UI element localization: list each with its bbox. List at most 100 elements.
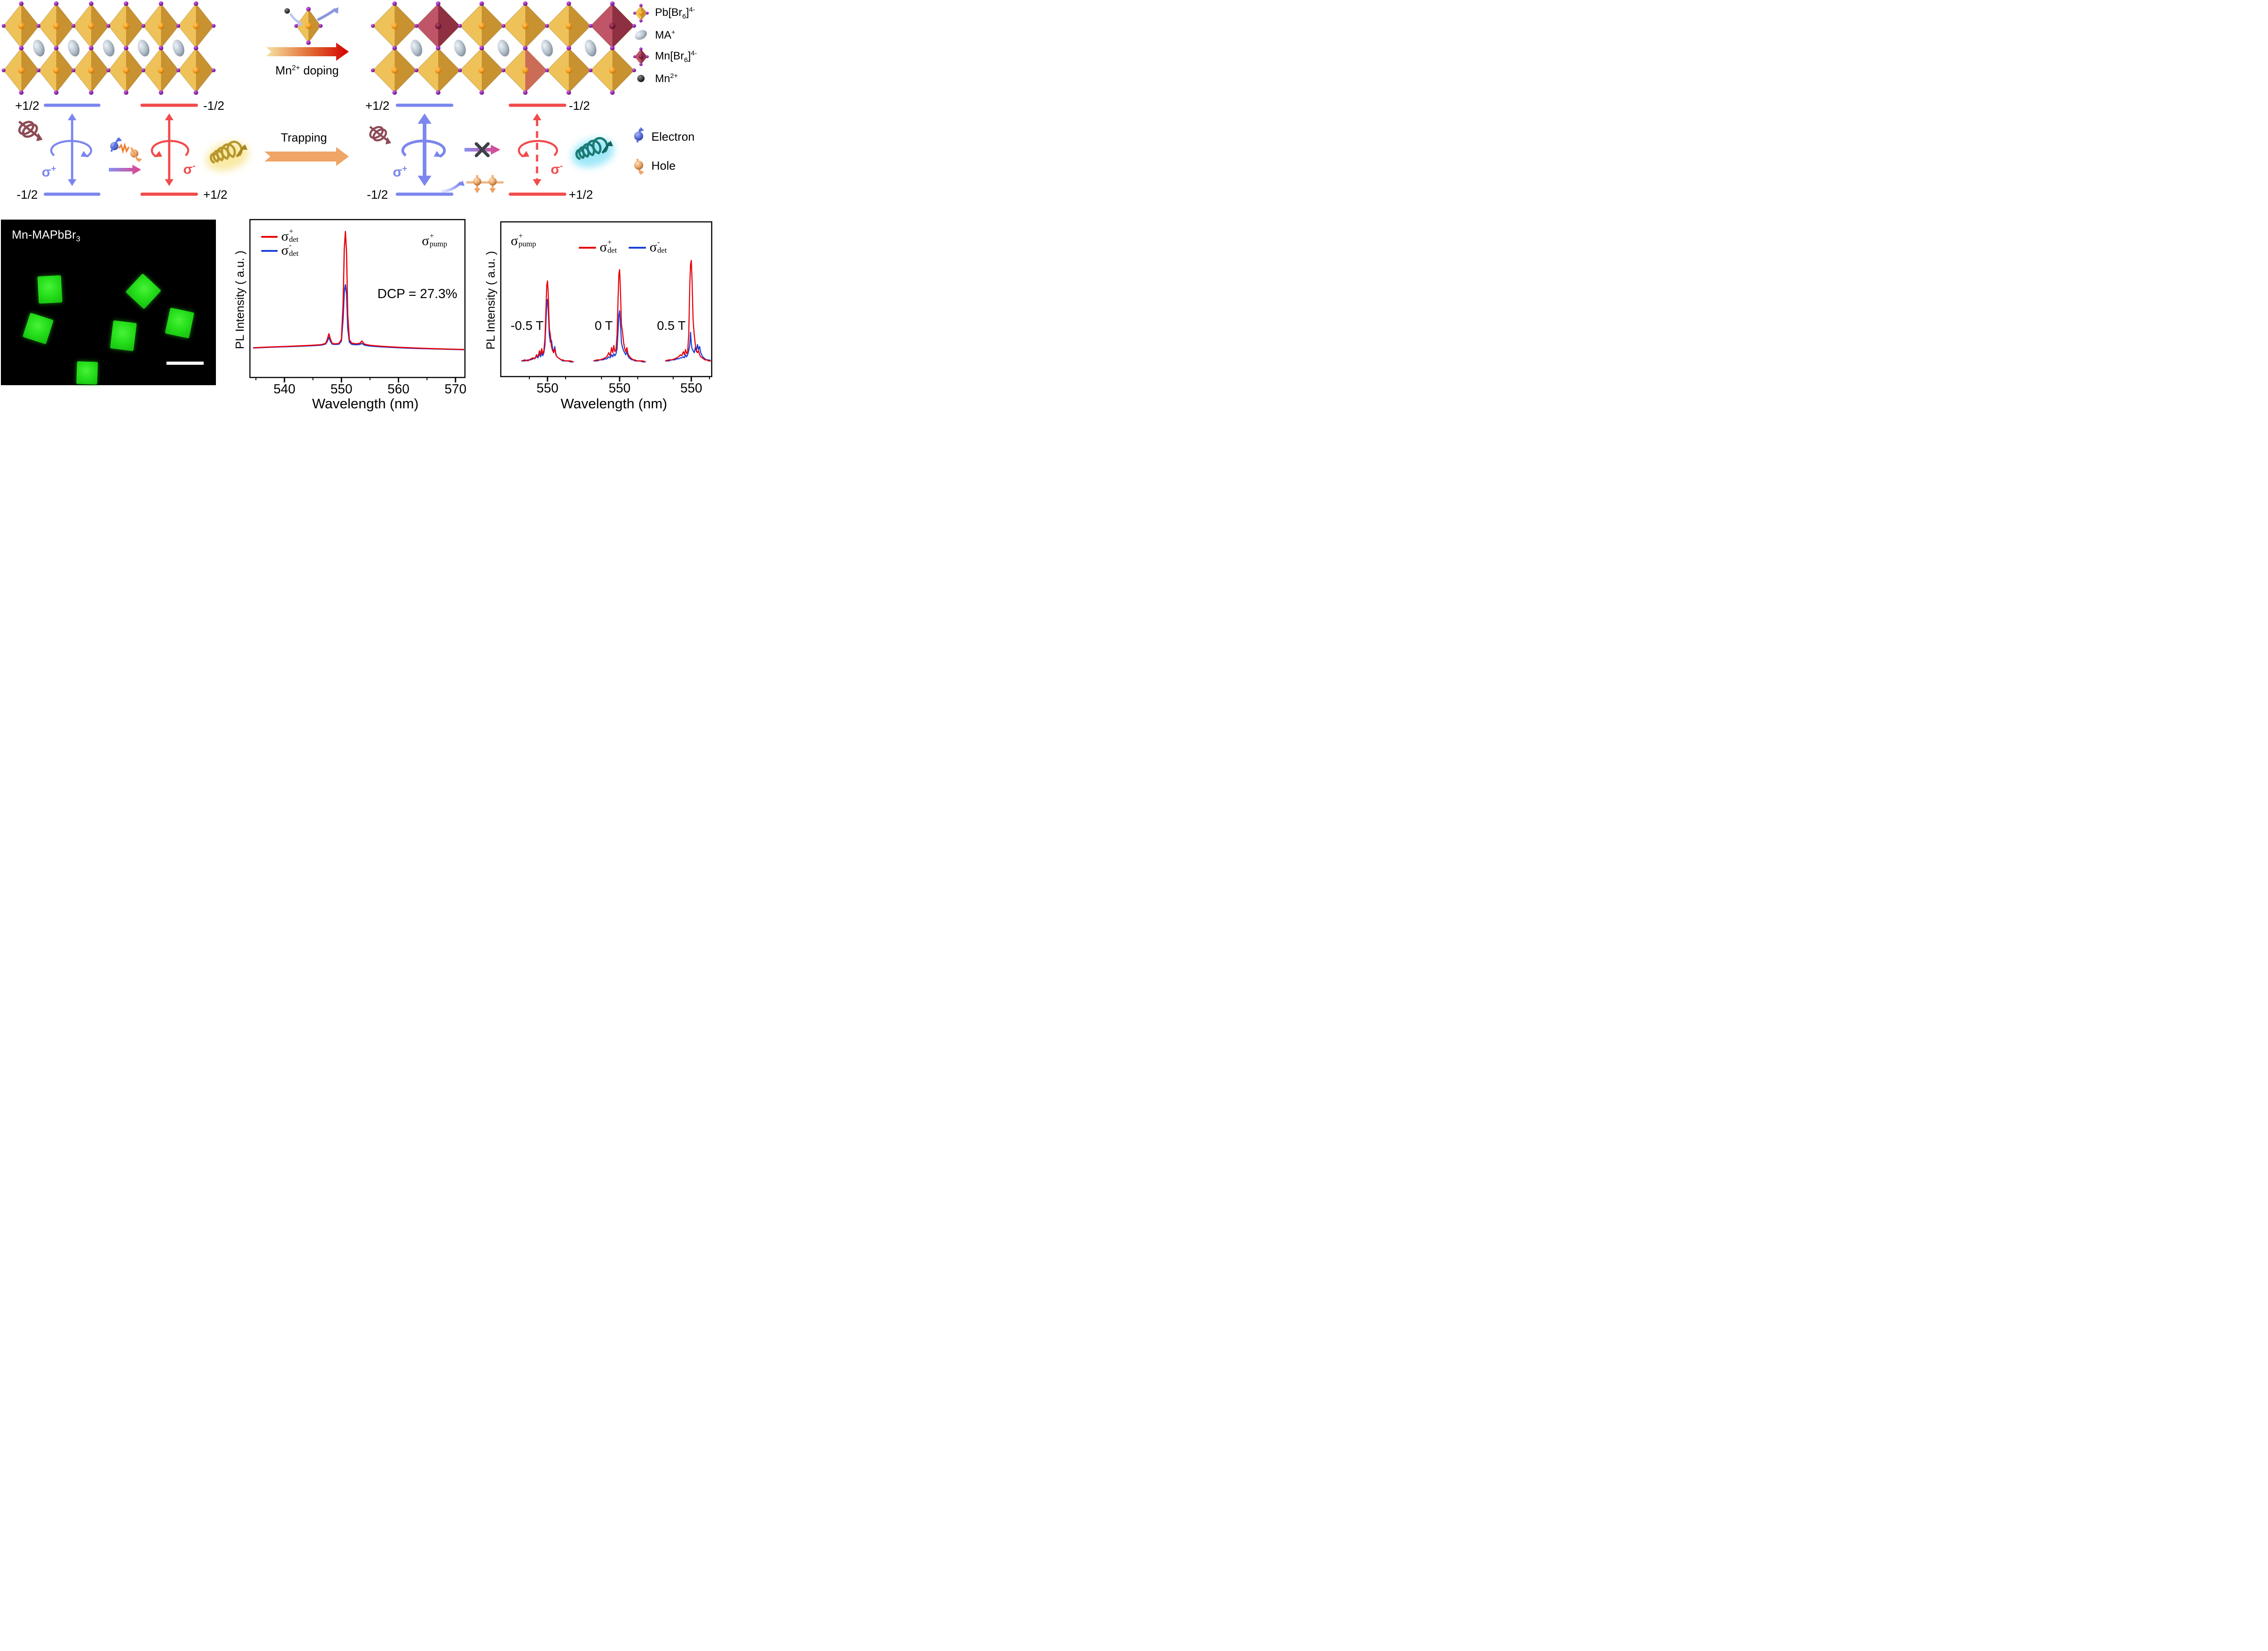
emitted-photon-bright-icon	[206, 137, 249, 171]
x-blocked-icon	[474, 142, 490, 157]
mn-ion-ball	[284, 8, 290, 14]
pb-octahedron	[176, 46, 216, 95]
right-pump-label: σ + pump	[511, 231, 536, 248]
energy-diagram	[140, 103, 198, 196]
legend-item-pbbr6: Pb[Br6]4-	[632, 4, 695, 23]
center-plot-frame	[249, 219, 466, 378]
right-plot-ticks	[529, 377, 710, 382]
recombination-arrow	[109, 165, 141, 175]
x-tick-label: 560	[387, 382, 410, 397]
sigma-plus-label: σ+	[42, 164, 56, 180]
pb-octahedron	[458, 1, 506, 50]
right-plot-curves	[521, 260, 711, 363]
ma-cation	[498, 39, 509, 57]
spectrum-sigma_plus_det	[253, 230, 464, 350]
spin-label: -1/2	[569, 99, 590, 113]
microscopy-image-panel: Mn-MAPbBr3	[1, 220, 216, 385]
legend-item-mn-ion: Mn2+	[632, 69, 678, 88]
legend-item-mnbr6: Mn[Br6]4-	[632, 47, 697, 66]
microscopy-title: Mn-MAPbBr3	[12, 228, 81, 244]
center-pump-label: σ + pump	[422, 231, 447, 248]
ma-cation	[411, 39, 422, 57]
hole-trap-states	[466, 175, 503, 193]
figure-canvas: Pb[Br6]4- MA+ Mn[Br6]4- Mn2+ Mn2+ doping…	[0, 0, 714, 413]
green-crystal	[22, 313, 54, 344]
ma-cation	[33, 39, 45, 57]
doping-label: Mn2+ doping	[275, 64, 339, 77]
sigma-minus-label: σ-	[183, 162, 196, 177]
center-legend-sigma-minus-det: σ - det	[281, 241, 298, 258]
x-tick-label: 570	[444, 382, 467, 397]
center-plot-ticks	[255, 377, 456, 382]
pb-octahedron	[371, 1, 419, 50]
sigma-plus-label: σ+	[393, 164, 407, 180]
center-plot-ylabel: PL Intensity ( a.u. )	[233, 250, 247, 349]
green-crystal	[76, 361, 98, 385]
pb-octahedron	[545, 46, 593, 95]
spin-label: +1/2	[569, 188, 593, 201]
x-tick-label: 540	[273, 382, 296, 397]
legend-item-ma: MA+	[632, 25, 675, 44]
spectrum--0.5T-red	[521, 280, 574, 363]
spin-label: -1/2	[16, 188, 38, 201]
electron-hole-pair-icon	[110, 137, 142, 162]
x-tick-label: 550	[330, 382, 352, 397]
legend-label: Pb[Br6]4-	[655, 6, 695, 20]
legend-label: MA+	[655, 28, 675, 41]
field-label: 0.5 T	[657, 318, 686, 333]
dcp-annotation: DCP = 27.3%	[377, 287, 457, 301]
ma-cation-icon	[635, 30, 647, 40]
ma-cation	[454, 39, 466, 57]
pb-octahedron	[176, 1, 216, 50]
legend-label: Mn[Br6]4-	[655, 49, 697, 64]
mn-ion-icon	[637, 75, 645, 82]
pb-octahedron	[141, 46, 181, 95]
pb-octahedron	[141, 1, 181, 50]
doping-arrow	[266, 43, 349, 61]
pb-octahedron-icon	[633, 4, 649, 23]
pb-octahedron	[501, 46, 549, 95]
field-label: 0 T	[595, 318, 613, 333]
green-crystal	[110, 320, 137, 351]
ma-cation	[172, 39, 185, 57]
pb-octahedron	[1, 46, 41, 95]
spin-label: +1/2	[365, 99, 390, 113]
pb-octahedron	[588, 46, 636, 95]
x-tick-label: 550	[680, 381, 703, 396]
ma-cation	[137, 39, 150, 57]
field-label: -0.5 T	[510, 318, 544, 333]
trapping-curved-arrowhead	[458, 181, 465, 186]
right-legend-sigma-minus-det: σ - det	[650, 238, 667, 255]
right-legend-sigma-plus-det: σ + det	[600, 238, 617, 255]
ma-cation	[541, 39, 553, 57]
hole-label: Hole	[651, 159, 676, 172]
mn-insert-arrowhead	[298, 20, 303, 27]
mn-octahedron	[588, 1, 636, 50]
energy-diagram	[396, 103, 454, 196]
pump-photon-icon	[18, 121, 43, 142]
center-legend-sigma-plus-det: σ + det	[281, 227, 298, 244]
ma-cation	[68, 39, 80, 57]
right-plot-ylabel: PL Intensity ( a.u. )	[484, 251, 498, 350]
energy-diagram	[44, 103, 101, 196]
x-tick-label: 550	[536, 381, 559, 396]
pb-octahedron	[294, 7, 323, 45]
pb-eject-arrowhead	[332, 7, 338, 14]
electron-label: Electron	[651, 130, 695, 143]
trapping-curved-arrow	[440, 181, 462, 193]
pb-octahedron	[1, 1, 41, 50]
spin-label: +1/2	[15, 99, 39, 113]
pb-octahedron	[71, 46, 111, 95]
electron-icon	[634, 127, 645, 143]
hole-icon	[634, 158, 645, 175]
legend-label: Mn2+	[655, 72, 678, 85]
emitted-photon-dim-icon	[572, 133, 615, 167]
center-plot-curves	[253, 230, 464, 351]
green-crystal	[37, 275, 63, 304]
sigma-minus-label: σ-	[551, 162, 563, 177]
right-plot-xlabel: Wavelength (nm)	[561, 396, 667, 412]
energy-diagram	[508, 103, 567, 196]
spectrum-0.5T-blue	[665, 332, 711, 362]
spectrum-0.5T-red	[665, 260, 711, 362]
perovskite-lattice-mn-doped	[371, 1, 636, 95]
